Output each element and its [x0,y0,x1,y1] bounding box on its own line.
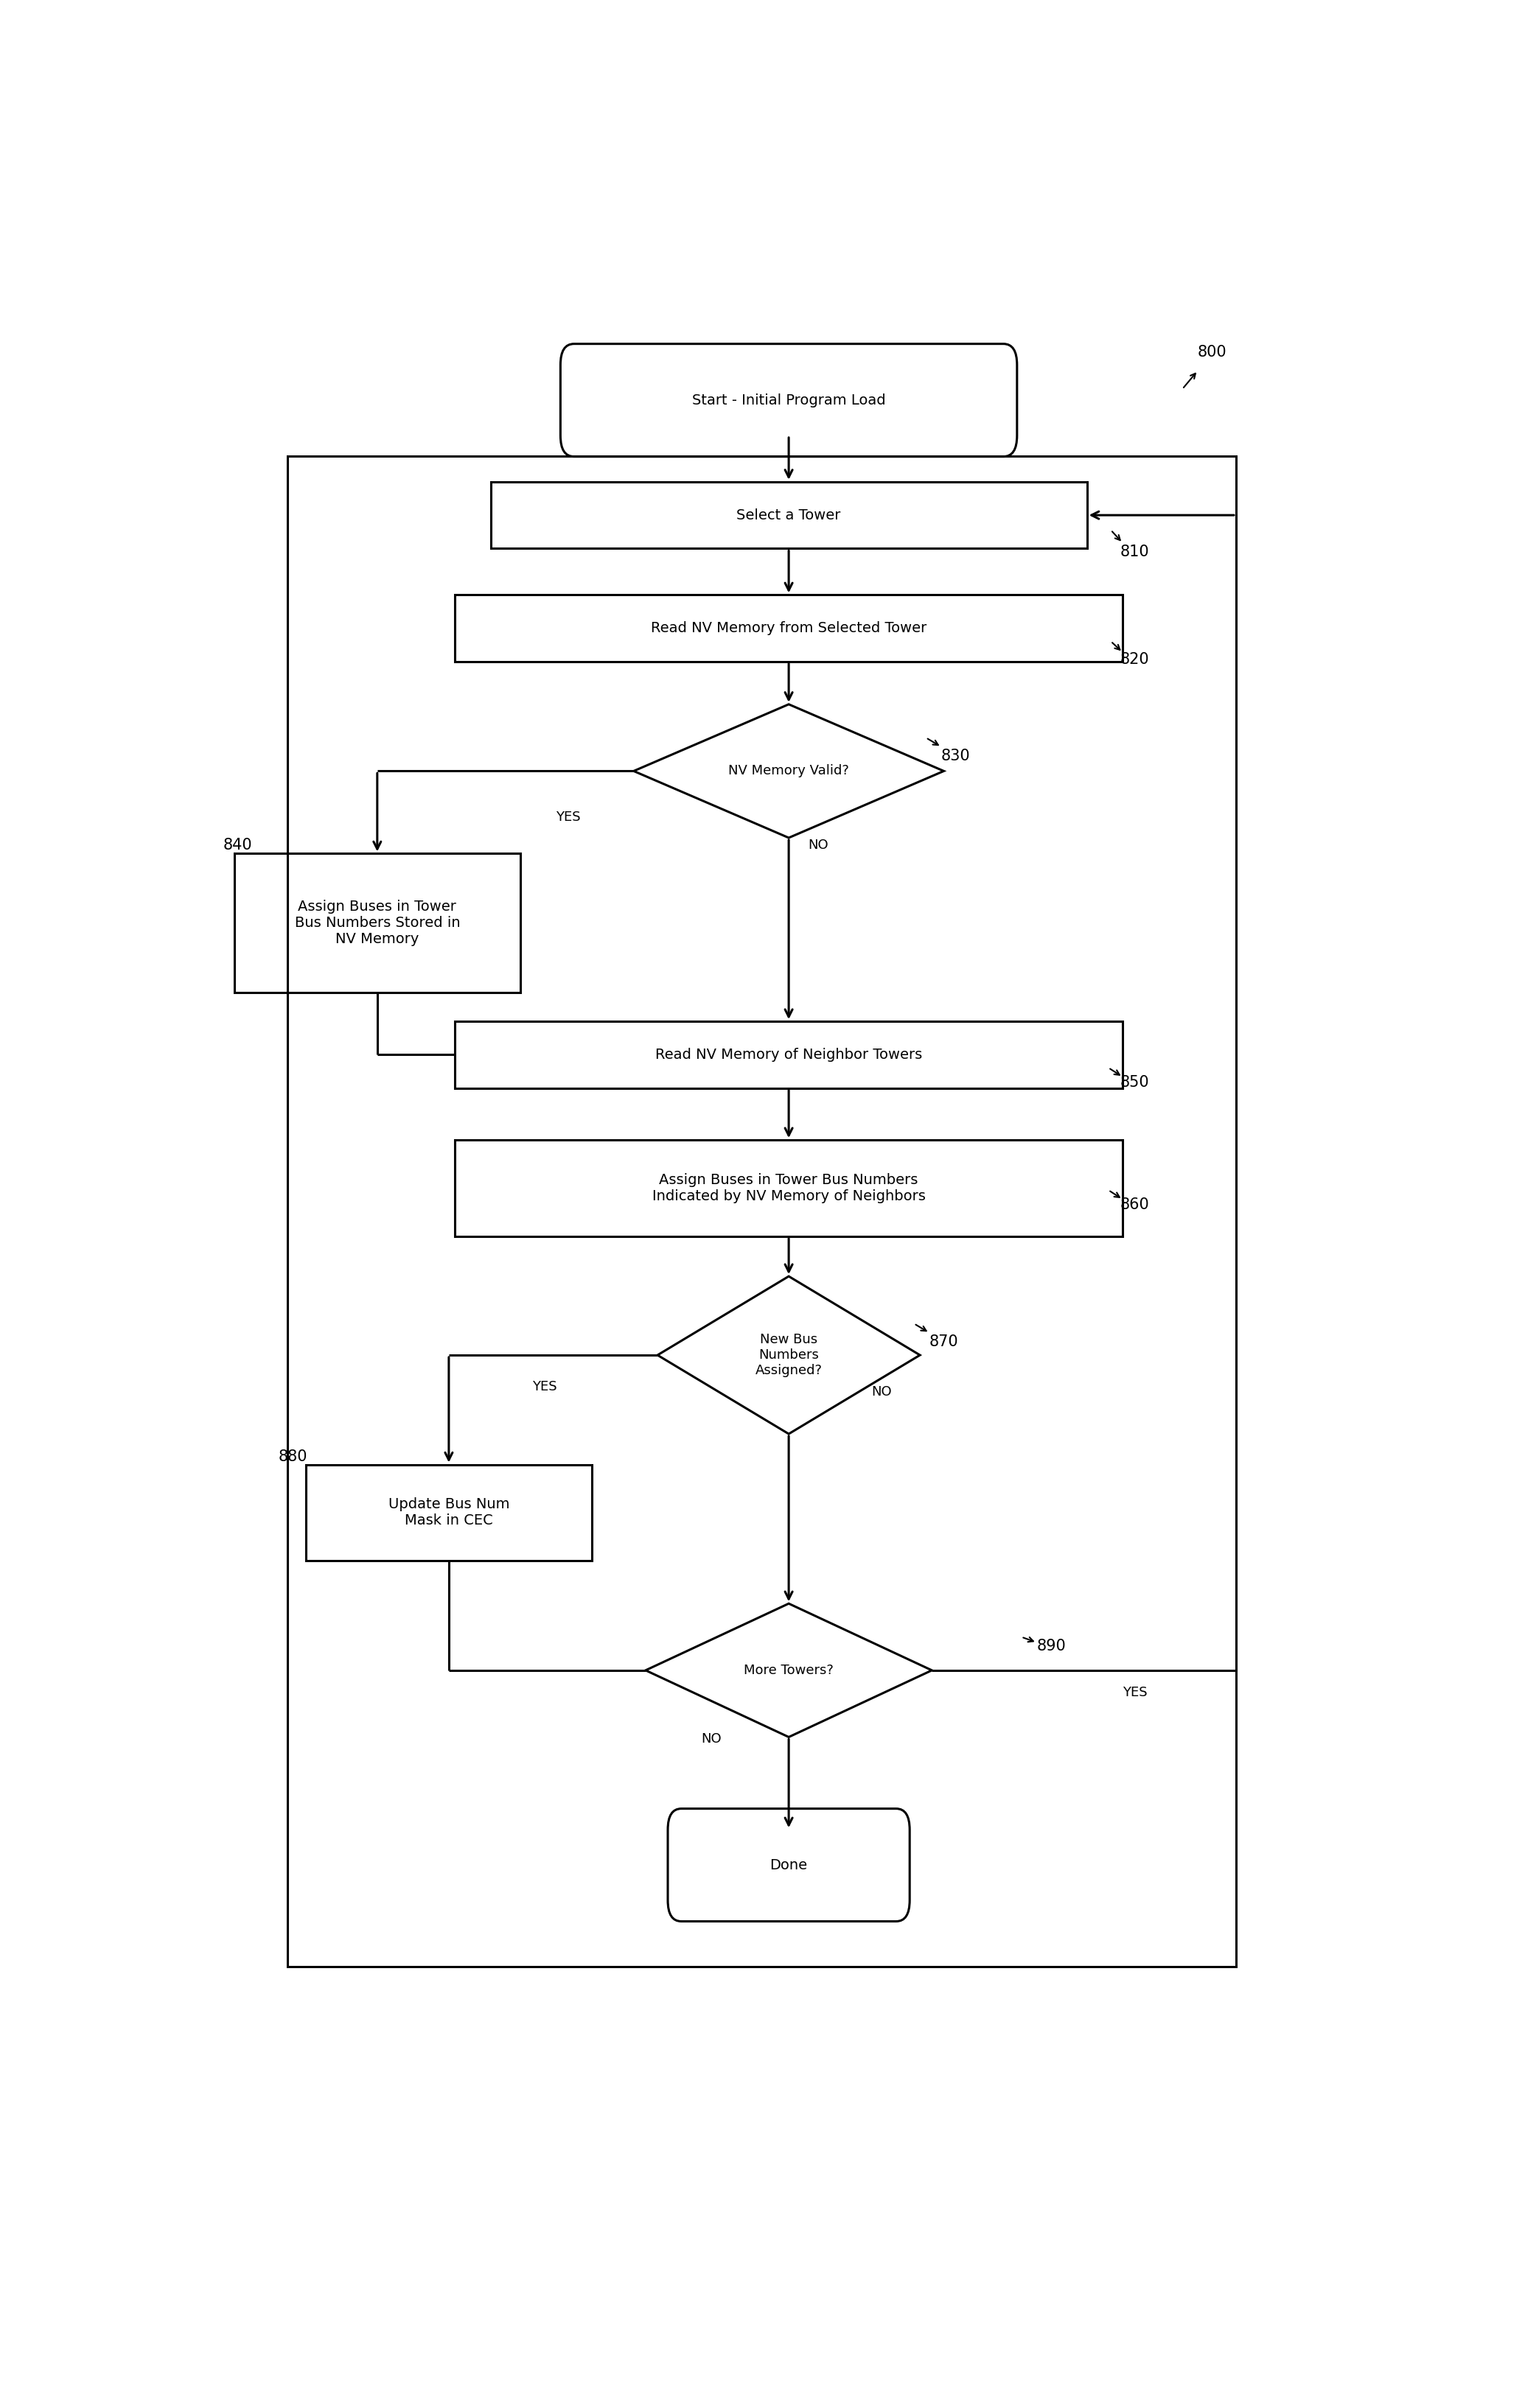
Text: 810: 810 [1120,544,1150,559]
FancyBboxPatch shape [668,1808,910,1922]
Text: Start - Initial Program Load: Start - Initial Program Load [693,393,885,407]
Bar [234,852,520,992]
Text: 800: 800 [1197,344,1227,359]
Text: YES: YES [1122,1686,1147,1700]
Text: 890: 890 [1036,1640,1067,1654]
Text: Read NV Memory from Selected Tower: Read NV Memory from Selected Tower [651,621,926,636]
Text: 880: 880 [279,1450,308,1464]
Text: Done: Done [770,1859,808,1871]
Text: YES: YES [556,811,580,824]
Text: YES: YES [532,1380,557,1394]
Bar [306,1464,593,1560]
FancyBboxPatch shape [560,344,1017,458]
Text: NO: NO [702,1731,722,1746]
Text: Update Bus Num
Mask in CEC: Update Bus Num Mask in CEC [388,1498,509,1527]
Bar [491,482,1087,549]
Text: Select a Tower: Select a Tower [737,508,840,523]
Text: NV Memory Valid?: NV Memory Valid? [728,763,850,778]
Text: NO: NO [808,838,828,852]
Text: New Bus
Numbers
Assigned?: New Bus Numbers Assigned? [756,1334,822,1377]
Bar [454,595,1122,662]
Bar [454,1139,1122,1235]
Text: 860: 860 [1120,1197,1150,1211]
Text: Assign Buses in Tower
Bus Numbers Stored in
NV Memory: Assign Buses in Tower Bus Numbers Stored… [294,901,460,946]
Text: 840: 840 [223,838,252,852]
Text: Assign Buses in Tower Bus Numbers
Indicated by NV Memory of Neighbors: Assign Buses in Tower Bus Numbers Indica… [653,1173,925,1204]
Text: More Towers?: More Towers? [743,1664,834,1676]
Text: NO: NO [871,1385,893,1399]
Bar [288,455,1236,1967]
Text: 830: 830 [942,749,970,763]
Bar [454,1021,1122,1088]
Text: Read NV Memory of Neighbor Towers: Read NV Memory of Neighbor Towers [656,1047,922,1062]
Text: 870: 870 [930,1334,959,1348]
Text: 850: 850 [1120,1076,1150,1091]
Polygon shape [646,1604,933,1736]
Polygon shape [657,1276,920,1433]
Polygon shape [634,703,943,838]
Text: 820: 820 [1120,653,1150,667]
